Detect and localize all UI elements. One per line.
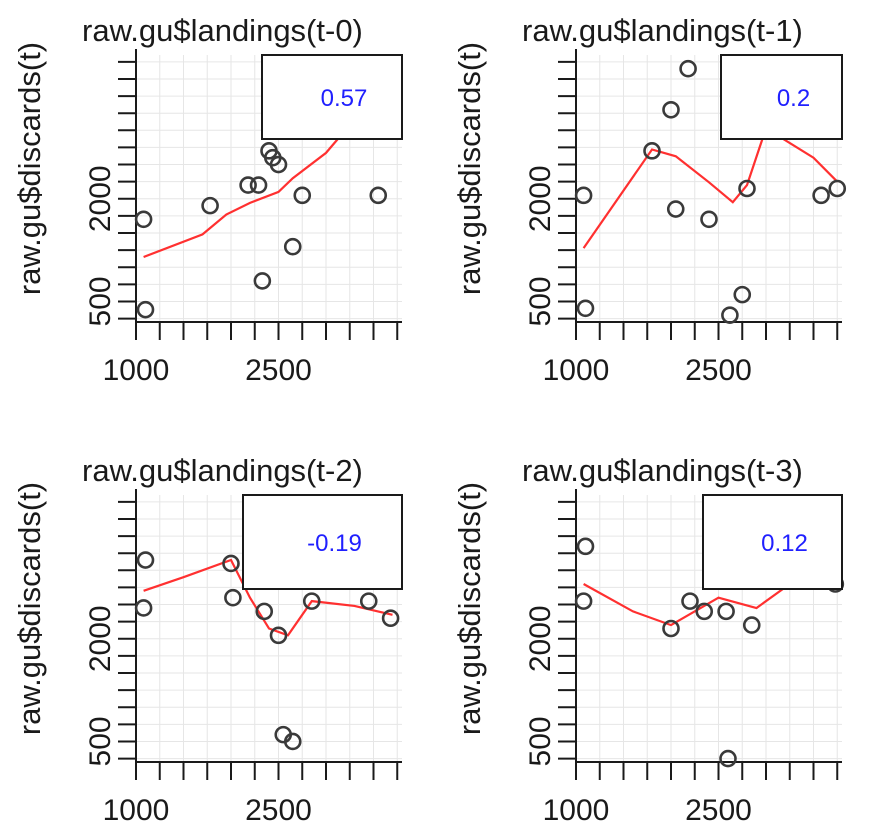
smooth-line: [143, 558, 393, 637]
correlation-value: 0.57: [321, 85, 368, 112]
y-axis-label: raw.gu$discards(t): [452, 42, 487, 295]
correlation-box: [702, 494, 843, 590]
data-point: [253, 272, 272, 290]
data-point: [136, 300, 155, 319]
correlation-value: 0.2: [777, 85, 810, 112]
data-point: [239, 176, 257, 194]
panel-title: raw.gu$landings(t-2): [82, 453, 363, 488]
data-point: [679, 59, 697, 78]
data-point: [574, 186, 593, 205]
x-tick-label: 2500: [245, 354, 312, 387]
y-tick-label: 500: [84, 276, 117, 326]
data-point: [249, 176, 268, 194]
data-point: [255, 602, 274, 621]
data-point: [576, 537, 595, 556]
correlation-box: [720, 54, 843, 140]
data-point: [136, 551, 155, 569]
y-tick-label: 2000: [84, 605, 117, 672]
data-point: [742, 616, 761, 634]
y-axis-label: raw.gu$discards(t): [452, 482, 487, 735]
data-point: [828, 179, 847, 198]
x-tick-label: 1000: [103, 354, 170, 387]
data-point: [719, 749, 737, 768]
data-point: [733, 285, 752, 304]
y-tick-label: 500: [524, 276, 557, 326]
y-tick-label: 2000: [524, 605, 557, 672]
x-tick-label: 2500: [685, 354, 752, 387]
data-point: [812, 186, 830, 205]
y-axis-label: raw.gu$discards(t): [12, 482, 47, 735]
panel-title: raw.gu$landings(t-3): [522, 453, 803, 488]
x-tick-label: 1000: [543, 354, 610, 387]
data-point: [717, 602, 735, 621]
x-tick-label: 1000: [543, 794, 610, 827]
x-tick-label: 1000: [103, 794, 170, 827]
panel-4: 1000 2500 500 2000 raw.gu$landings(t-3) raw.g…: [452, 453, 845, 827]
panel-title: raw.gu$landings(t-0): [82, 13, 363, 48]
data-point: [576, 299, 595, 318]
data-point: [381, 609, 400, 628]
data-point: [134, 599, 153, 617]
panel-2: 1000 2500 500 2000 raw.gu$landings(t-1) raw.g…: [452, 13, 847, 387]
data-point: [666, 200, 685, 218]
data-point: [359, 592, 378, 610]
data-point: [721, 306, 739, 324]
data-point: [269, 626, 288, 645]
data-point: [293, 186, 312, 205]
x-tick-label: 2500: [245, 794, 312, 827]
data-point: [302, 592, 321, 610]
smooth-line: [143, 118, 356, 259]
data-point: [662, 619, 680, 638]
data-point: [283, 237, 302, 256]
data-point: [695, 602, 714, 621]
data-point: [222, 554, 240, 573]
panel-3: 1000 2500 500 2000 raw.gu$landings(t-2) raw.g…: [12, 453, 403, 827]
y-tick-label: 2000: [84, 165, 117, 232]
x-tick-label: 2500: [685, 794, 752, 827]
panel-1: 1000 2500 500 2000 raw.gu$landings(t-0) raw.g…: [12, 13, 403, 387]
smooth-line: [582, 126, 839, 249]
data-point: [224, 588, 242, 607]
data-point: [201, 196, 219, 215]
y-tick-label: 500: [84, 716, 117, 766]
panel-title: raw.gu$landings(t-1): [522, 13, 803, 48]
data-point: [700, 210, 718, 229]
y-axis-label: raw.gu$discards(t): [12, 42, 47, 295]
correlation-box: [242, 494, 403, 590]
data-point: [574, 592, 593, 610]
data-point: [643, 142, 661, 160]
correlation-value: 0.12: [761, 530, 808, 557]
correlation-box: [261, 54, 403, 140]
data-point: [134, 210, 153, 229]
y-tick-label: 2000: [524, 165, 557, 232]
data-point: [263, 148, 282, 167]
data-point: [662, 100, 680, 119]
data-point: [283, 732, 302, 751]
data-point: [738, 179, 756, 198]
data-point: [681, 592, 699, 610]
data-point: [369, 186, 388, 205]
correlation-value: -0.19: [307, 530, 362, 557]
y-tick-label: 500: [524, 716, 557, 766]
